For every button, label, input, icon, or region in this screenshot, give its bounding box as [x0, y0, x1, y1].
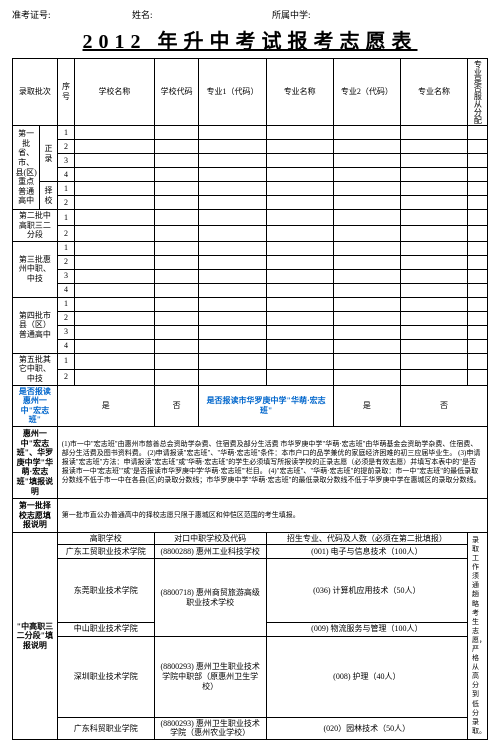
- col-seq: 序号: [57, 59, 74, 126]
- batch1: 第一批省、市、县(区)重点普通高中: [13, 126, 40, 210]
- main-table: 录取批次 序号 学校名称 学校代码 专业1（代码） 专业名称 专业2（代码） 专…: [12, 58, 488, 740]
- name-label: 姓名:: [132, 8, 272, 21]
- col-major1: 专业1（代码）: [199, 59, 266, 126]
- label2: 第一批择校志愿填报说明: [13, 499, 58, 533]
- batch4: 第四批市县（区）普通高中: [13, 297, 58, 353]
- col-school-name: 学校名称: [75, 59, 155, 126]
- label1: 惠州一中"宏志班"、华罗庚中学"华萌·宏志班"填报说明: [13, 426, 58, 498]
- q1-no[interactable]: 否: [154, 385, 199, 426]
- header-line: 准考证号: 姓名: 所属中学:: [12, 8, 488, 21]
- col-major2: 专业2（代码）: [333, 59, 400, 126]
- label3: "中高职三二分段"填报说明: [13, 532, 58, 739]
- q1: 是否报读惠州一中"宏志班": [13, 385, 58, 426]
- t2h3: 招生专业、代码及人数（必须在第二批填报）: [266, 532, 467, 545]
- q2-yes[interactable]: 是: [333, 385, 400, 426]
- batch5: 第五批其它中职、中技: [13, 353, 58, 385]
- col-major-name2: 专业名称: [400, 59, 467, 126]
- batch1b: 择校: [40, 182, 57, 210]
- col-major-name1: 专业名称: [266, 59, 333, 126]
- batch1a: 正录: [40, 126, 57, 182]
- col-school-code: 学校代码: [154, 59, 199, 126]
- page-title: 2012 年升中考试报考志愿表: [12, 25, 488, 54]
- q2: 是否报读市华罗庚中学"华萌·宏志班": [199, 385, 333, 426]
- t2h2: 对口中职学校及代码: [154, 532, 266, 545]
- note2: 第一批市直公办普通高中的择校志愿只限于惠城区和仲恺区范围的考生填报。: [57, 499, 487, 533]
- t2h1: 高职学校: [57, 532, 154, 545]
- exam-no-label: 准考证号:: [12, 8, 132, 21]
- col-obey: 专业是否服从分配: [468, 59, 488, 126]
- q1-yes[interactable]: 是: [57, 385, 154, 426]
- q2-no[interactable]: 否: [400, 385, 487, 426]
- t2-remark: 录取工作须通趟略考生志愿，严格从高分到低分录取。: [468, 532, 488, 739]
- batch2: 第二批中高职三二分段: [13, 210, 58, 242]
- col-batch: 录取批次: [13, 59, 58, 126]
- batch3: 第三批惠州中职、中技: [13, 241, 58, 297]
- school-label: 所属中学:: [272, 8, 412, 21]
- note1: (1)市一中"宏志班"由惠州市慈善总会资助学杂费、住宿费及部分生活费 市华罗庚中…: [57, 426, 487, 498]
